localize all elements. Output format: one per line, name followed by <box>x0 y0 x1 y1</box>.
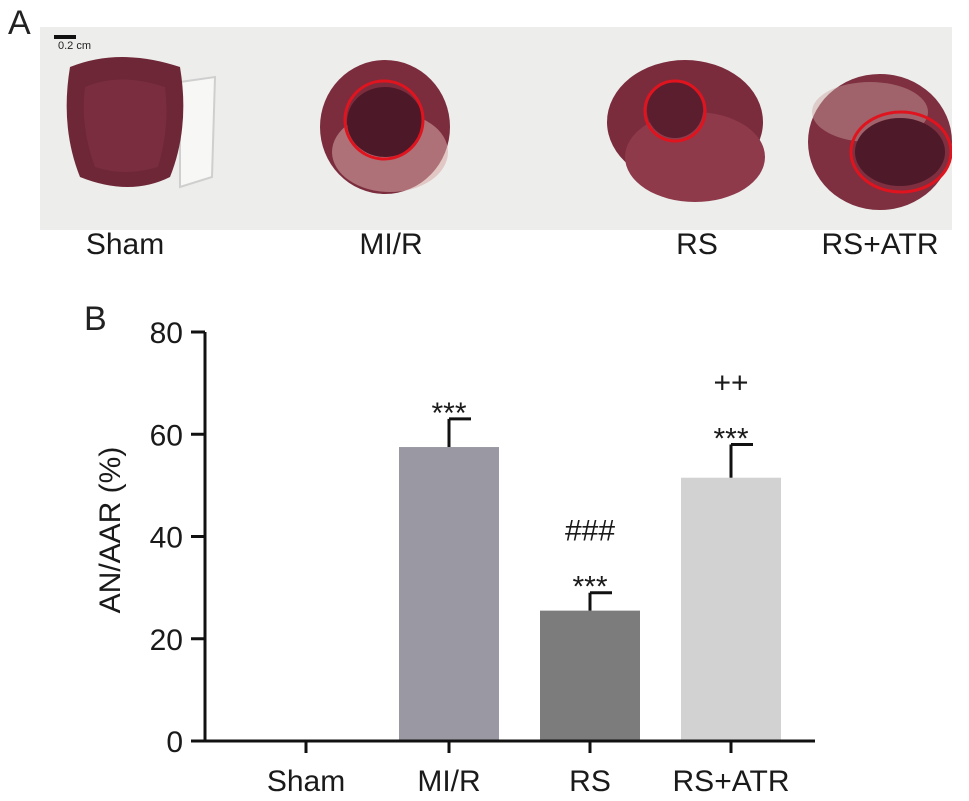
infarct-circle-mir <box>343 79 425 161</box>
x-tick-label: RS+ATR <box>673 765 790 798</box>
heart-label-rs: RS <box>676 228 718 261</box>
bar-mi-r <box>399 447 499 741</box>
heart-label-rs-atr: RS+ATR <box>821 228 939 261</box>
infarct-circle-rs-atr <box>849 110 952 194</box>
heart-rs <box>607 60 765 202</box>
heart-rs-atr <box>808 74 952 210</box>
significance-label: ++ <box>713 366 748 399</box>
significance-label: *** <box>572 571 607 604</box>
heart-sham <box>66 57 217 189</box>
scale-bar <box>54 35 76 39</box>
infarct-circle-rs <box>643 79 707 143</box>
heart-sections-photo <box>40 27 952 230</box>
significance-label: *** <box>431 397 466 430</box>
y-tick-label: 0 <box>166 726 183 759</box>
x-tick-label: MI/R <box>417 765 480 798</box>
y-tick-label: 60 <box>150 419 183 452</box>
significance-label: ### <box>565 515 615 548</box>
significance-label: *** <box>713 422 748 455</box>
bar-rs-atr <box>681 477 781 741</box>
x-tick-label: Sham <box>267 765 345 798</box>
panel-a-letter: A <box>8 4 31 42</box>
bar-rs <box>540 610 640 741</box>
heart-mir <box>320 60 450 194</box>
heart-label-sham: Sham <box>85 228 165 261</box>
heart-label-mir: MI/R <box>359 228 423 261</box>
y-axis-label: AN/AAR (%) <box>94 447 127 614</box>
y-tick-label: 20 <box>150 624 183 657</box>
x-tick-label: RS <box>569 765 611 798</box>
y-tick-label: 80 <box>150 317 183 350</box>
panel-b-letter: B <box>84 300 107 338</box>
bar-chart: 0 20 40 60 80 *** *** ### *** ++ Sham MI/R RS RS+AT… <box>94 317 815 798</box>
scale-bar-label: 0.2 cm <box>58 40 92 52</box>
y-tick-label: 40 <box>150 522 183 555</box>
